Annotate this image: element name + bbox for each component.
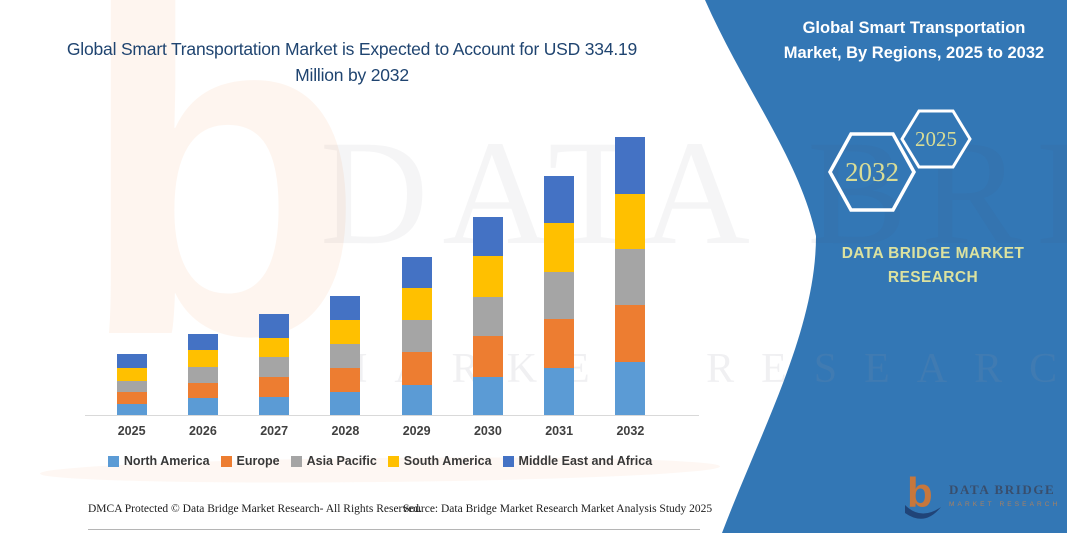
logo-name-text: DATA BRIDGE	[949, 482, 1056, 497]
bar-segment-2026-north-america	[187, 398, 218, 415]
bar-stack-2032	[615, 137, 646, 415]
logo-letter-b: b	[907, 469, 933, 516]
brand-name: DATA BRIDGE MARKET RESEARCH	[841, 245, 1025, 286]
bar-segment-2032-europe	[615, 305, 646, 362]
bar-stack-2027	[259, 314, 290, 415]
bar-segment-2029-europe	[401, 351, 432, 386]
legend-item-north-america: North America	[107, 454, 210, 468]
bar-column-2030	[452, 120, 523, 415]
bar-segment-2025-middle-east-and-africa	[116, 354, 147, 368]
dbmr-logo-mark: b	[905, 469, 941, 519]
bar-column-2025	[96, 120, 167, 415]
bar-segment-2031-middle-east-and-africa	[544, 176, 575, 223]
x-tick-2027: 2027	[260, 424, 289, 438]
side-panel-background	[705, 0, 1067, 533]
x-axis-line	[85, 415, 699, 416]
x-axis-labels: 2025 2026 2027 2028 2029 2030 2031 2032	[96, 424, 666, 438]
bar-segment-2032-south-america	[615, 193, 646, 250]
bar-segment-2032-north-america	[615, 361, 646, 415]
bar-segment-2027-north-america	[259, 396, 290, 415]
bar-column-2026	[167, 120, 238, 415]
bar-segment-2031-europe	[544, 318, 575, 369]
bar-segment-2029-north-america	[401, 385, 432, 415]
x-tick-2026: 2026	[188, 424, 217, 438]
bar-segment-2028-middle-east-and-africa	[330, 296, 361, 321]
bar-segment-2026-asia-pacific	[187, 366, 218, 384]
bar-segment-2028-europe	[330, 367, 361, 392]
bar-segment-2030-asia-pacific	[472, 296, 503, 336]
legend-item-asia-pacific: Asia Pacific	[290, 454, 377, 468]
bar-stack-2031	[544, 176, 575, 415]
legend-label: Asia Pacific	[306, 454, 377, 468]
bar-segment-2027-middle-east-and-africa	[259, 314, 290, 338]
bar-segment-2026-south-america	[187, 350, 218, 367]
bar-segment-2028-north-america	[330, 391, 361, 415]
chart-title: Global Smart Transportation Market is Ex…	[66, 39, 638, 85]
dbmr-logo: b DATA BRIDGE MARKET RESEARCH	[901, 466, 1067, 524]
bar-segment-2027-europe	[259, 376, 290, 397]
legend-swatch-icon	[387, 455, 399, 467]
x-tick-2032: 2032	[616, 424, 645, 438]
bar-segment-2031-asia-pacific	[544, 271, 575, 319]
legend-label: North America	[123, 454, 210, 468]
bar-segment-2025-europe	[116, 391, 147, 405]
bar-segment-2027-asia-pacific	[259, 356, 290, 377]
dmca-note: DMCA Protected © Data Bridge Market Rese…	[88, 503, 422, 515]
bar-segment-2025-south-america	[116, 367, 147, 381]
legend-label: South America	[403, 454, 492, 468]
bar-stack-2026	[187, 334, 218, 415]
bar-segment-2026-middle-east-and-africa	[187, 334, 218, 351]
bar-stack-2030	[472, 217, 503, 415]
bottom-divider	[88, 529, 700, 530]
x-tick-2025: 2025	[117, 424, 146, 438]
x-tick-2029: 2029	[402, 424, 431, 438]
x-tick-2030: 2030	[473, 424, 502, 438]
legend-swatch-icon	[107, 455, 119, 467]
bar-segment-2026-europe	[187, 383, 218, 399]
legend-label: Middle East and Africa	[518, 454, 653, 468]
source-note: Source: Data Bridge Market Research Mark…	[403, 503, 713, 515]
legend-swatch-icon	[220, 455, 232, 467]
side-panel-title: Global Smart Transportation Market, By R…	[783, 19, 1045, 62]
bar-column-2031	[524, 120, 595, 415]
bar-segment-2029-south-america	[401, 287, 432, 321]
x-tick-2028: 2028	[331, 424, 360, 438]
chart-legend: North America Europe Asia Pacific South Ame…	[80, 454, 680, 468]
bar-stack-2029	[401, 256, 432, 415]
bar-segment-2030-south-america	[472, 256, 503, 297]
bar-column-2028	[310, 120, 381, 415]
bar-column-2029	[381, 120, 452, 415]
bar-segment-2030-europe	[472, 335, 503, 377]
bar-column-2027	[239, 120, 310, 415]
bar-stack-2028	[330, 296, 361, 415]
bar-segment-2029-middle-east-and-africa	[401, 256, 432, 288]
bar-column-2032	[595, 120, 666, 415]
bar-segment-2032-middle-east-and-africa	[615, 137, 646, 194]
bar-segment-2030-middle-east-and-africa	[472, 217, 503, 257]
bar-segment-2029-asia-pacific	[401, 320, 432, 352]
bar-segment-2025-asia-pacific	[116, 380, 147, 392]
bar-segment-2031-north-america	[544, 368, 575, 415]
bar-segment-2028-south-america	[330, 320, 361, 344]
logo-swoosh	[905, 505, 941, 519]
bar-segment-2030-north-america	[472, 376, 503, 415]
legend-item-europe: Europe	[220, 454, 280, 468]
legend-swatch-icon	[502, 455, 514, 467]
legend-label: Europe	[236, 454, 280, 468]
bar-chart-plot	[96, 120, 666, 415]
legend-item-middle-east-and-africa: Middle East and Africa	[502, 454, 653, 468]
legend-swatch-icon	[290, 455, 302, 467]
bar-stack-2025	[116, 354, 147, 415]
logo-tagline-text: MARKET RESEARCH	[949, 501, 1061, 508]
bar-segment-2025-north-america	[116, 404, 147, 415]
bar-segment-2027-south-america	[259, 337, 290, 357]
bar-segment-2028-asia-pacific	[330, 343, 361, 368]
legend-item-south-america: South America	[387, 454, 492, 468]
x-tick-2031: 2031	[545, 424, 574, 438]
bar-segment-2031-south-america	[544, 222, 575, 272]
bar-segment-2032-asia-pacific	[615, 249, 646, 306]
